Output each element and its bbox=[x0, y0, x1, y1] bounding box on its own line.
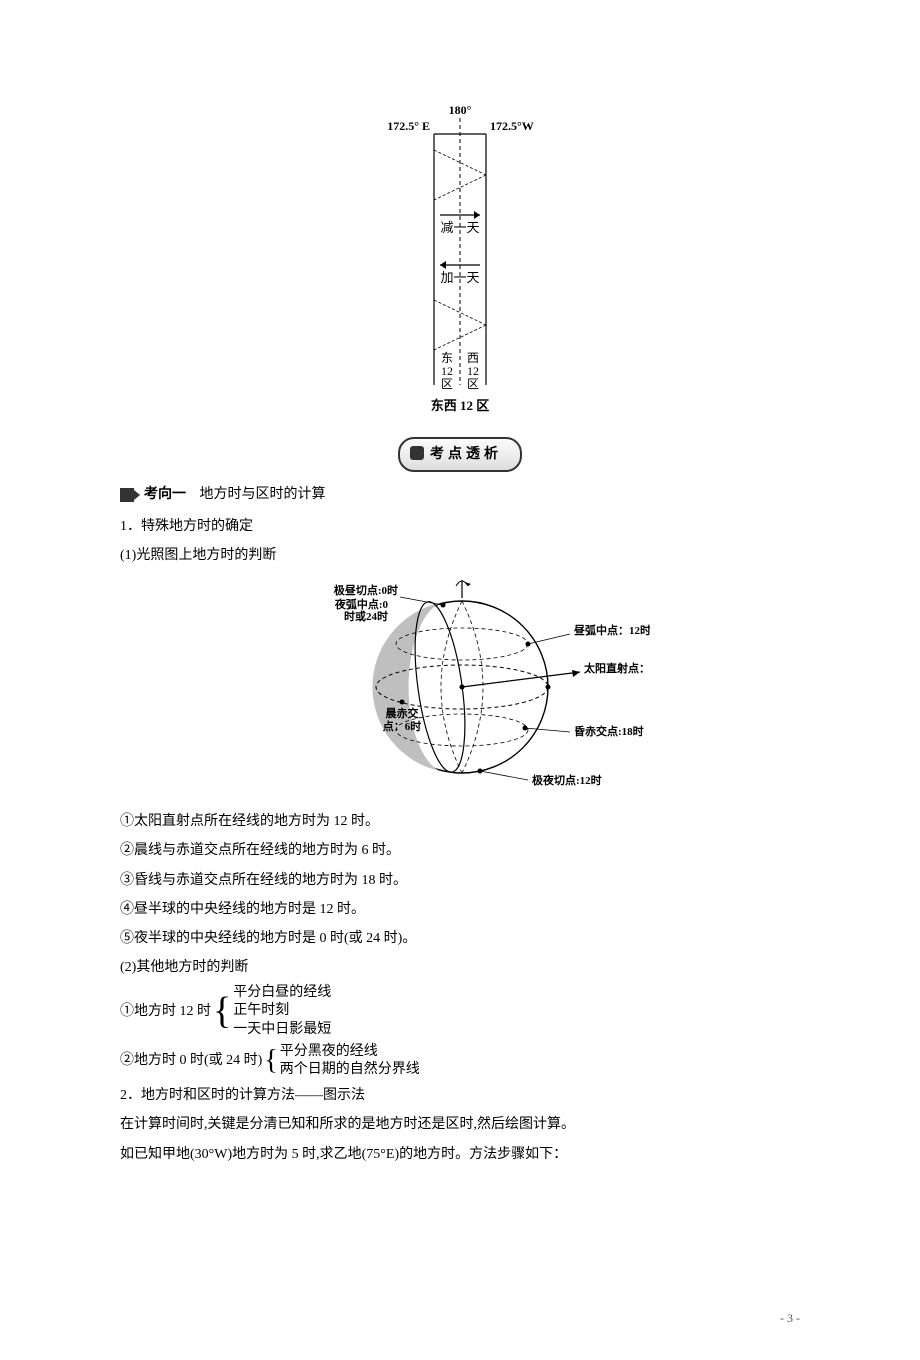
d2-r3: 昏赤交点:18时 bbox=[574, 724, 644, 738]
dateline-diagram: 180° 172.5° E 172.5°W 减一天 加一天 东 bbox=[120, 100, 800, 429]
d1-left: 172.5° E bbox=[387, 119, 430, 133]
svg-text:时或24时: 时或24时 bbox=[344, 609, 388, 623]
d1-plus: 加一天 bbox=[440, 270, 479, 285]
rule-3: ③昏线与赤道交点所在经线的地方时为 18 时。 bbox=[120, 868, 800, 893]
d1-minus: 减一天 bbox=[440, 220, 479, 235]
globe-svg: 极昼切点:0时 夜弧中点:0 时或24时 昼弧中点：12时 太阳直射点：12时 … bbox=[270, 572, 650, 792]
brace1-items: 平分白昼的经线 正午时刻 一天中日影最短 bbox=[233, 984, 331, 1039]
section-title: 地方时与区时的计算 bbox=[200, 487, 326, 502]
part2-p2: 如已知甲地(30°W)地方时为 5 时,求乙地(75°E)的地方时。方法步骤如下… bbox=[120, 1142, 800, 1167]
brace-icon: { bbox=[213, 994, 231, 1028]
d2-r2: 太阳直射点：12时 bbox=[583, 661, 650, 675]
sub2: (2)其他地方时的判断 bbox=[120, 955, 800, 980]
section-marker: 考向一 bbox=[144, 487, 186, 502]
brace-block-0h: ②地方时 0 时(或 24 时) { 平分黑夜的经线 两个日期的自然分界线 bbox=[120, 1043, 800, 1079]
arrow-icon bbox=[120, 488, 134, 502]
brace-block-12h: ①地方时 12 时 { 平分白昼的经线 正午时刻 一天中日影最短 bbox=[120, 984, 800, 1039]
svg-text:晨赤交: 晨赤交 bbox=[386, 706, 419, 720]
exam-points-badge: 考点透析 bbox=[398, 437, 522, 472]
brace2-items: 平分黑夜的经线 两个日期的自然分界线 bbox=[280, 1043, 420, 1079]
d2-top: 极昼切点:0时 bbox=[334, 583, 398, 597]
rule-2: ②晨线与赤道交点所在经线的地方时为 6 时。 bbox=[120, 838, 800, 863]
svg-text:12: 12 bbox=[467, 364, 479, 378]
d1-east1: 东 bbox=[441, 351, 453, 365]
rule-5: ⑤夜半球的中央经线的地方时是 0 时(或 24 时)。 bbox=[120, 926, 800, 951]
part1-heading: 1．特殊地方时的确定 bbox=[120, 514, 800, 539]
svg-text:夜弧中点:0: 夜弧中点:0 bbox=[334, 597, 389, 611]
brace2-label: ②地方时 0 时(或 24 时) bbox=[120, 1048, 262, 1073]
d1-180: 180° bbox=[449, 103, 472, 117]
part1-sub1: (1)光照图上地方时的判断 bbox=[120, 543, 800, 568]
rule-1: ①太阳直射点所在经线的地方时为 12 时。 bbox=[120, 809, 800, 834]
d1-bottom: 东西 12 区 bbox=[431, 398, 490, 413]
d2-bottom: 极夜切点:12时 bbox=[532, 773, 602, 787]
svg-text:点：6时: 点：6时 bbox=[383, 719, 422, 733]
d2-r1: 昼弧中点：12时 bbox=[573, 623, 650, 637]
brace-icon: { bbox=[264, 1048, 277, 1073]
d1-west1: 西 bbox=[467, 351, 479, 365]
svg-text:区: 区 bbox=[441, 377, 453, 391]
section-header-1: 考向一 地方时与区时的计算 bbox=[120, 482, 800, 507]
page-number: - 3 - bbox=[780, 1308, 800, 1330]
svg-text:12: 12 bbox=[441, 364, 453, 378]
part2-p1: 在计算时间时,关键是分清已知和所求的是地方时还是区时,然后绘图计算。 bbox=[120, 1112, 800, 1137]
part2-heading: 2．地方时和区时的计算方法——图示法 bbox=[120, 1083, 800, 1108]
svg-text:区: 区 bbox=[467, 377, 479, 391]
rule-4: ④昼半球的中央经线的地方时是 12 时。 bbox=[120, 897, 800, 922]
d1-right: 172.5°W bbox=[490, 119, 534, 133]
globe-diagram: 极昼切点:0时 夜弧中点:0 时或24时 昼弧中点：12时 太阳直射点：12时 … bbox=[120, 572, 800, 801]
brace1-label: ①地方时 12 时 bbox=[120, 999, 211, 1024]
dateline-svg: 180° 172.5° E 172.5°W 减一天 加一天 东 bbox=[350, 100, 570, 420]
